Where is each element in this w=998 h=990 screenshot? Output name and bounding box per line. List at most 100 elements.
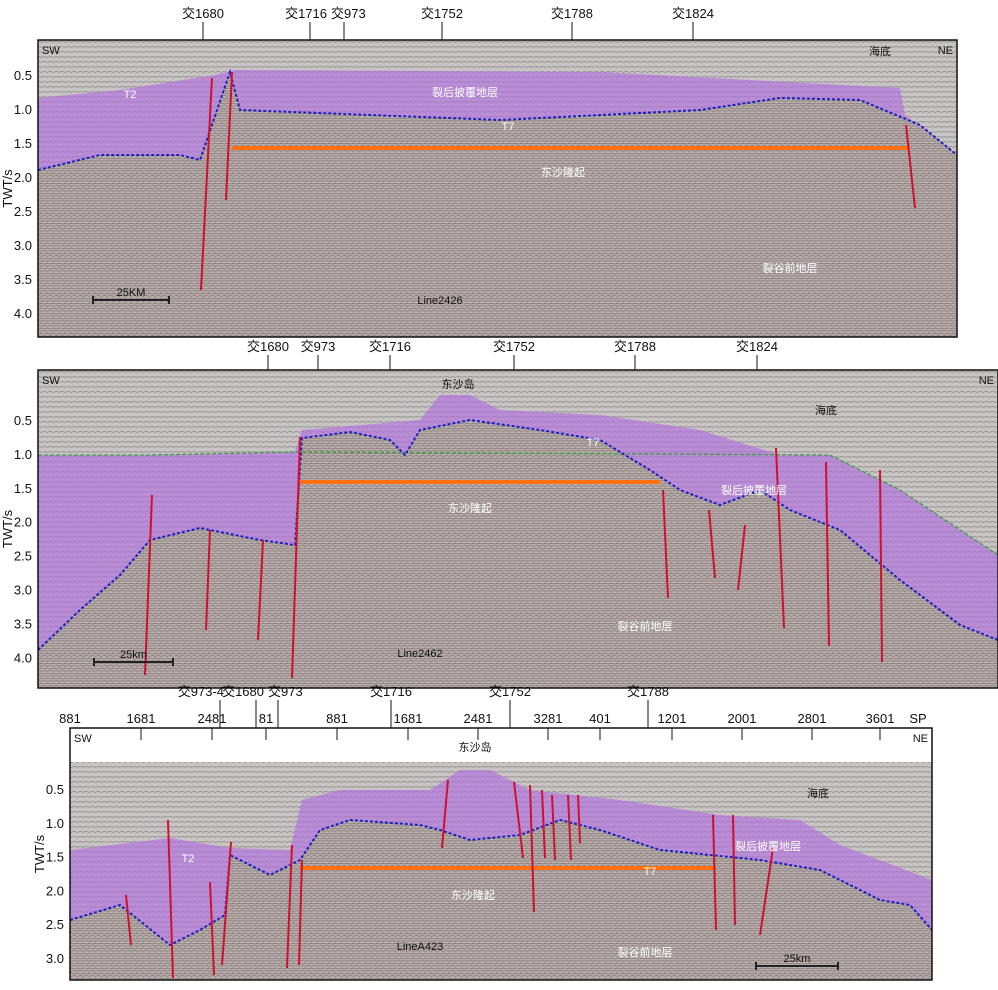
fault-line <box>905 124 916 209</box>
panel-line2462: 交1680 交973 交1716 交1752 交1788 交1824 0.5 1.0 1.5 2.… <box>0 339 998 689</box>
fault-line <box>441 779 449 849</box>
fault-line <box>225 71 233 201</box>
header-strip <box>70 728 932 762</box>
t7-horizon <box>69 818 933 947</box>
y-tick-label: 3.0 <box>46 951 64 966</box>
prerift-label: 裂谷前地层 <box>618 945 673 959</box>
sp-tick-label: 881 <box>326 711 348 726</box>
t7-horizon <box>37 68 958 171</box>
crossline-label: 交1680 <box>182 6 224 21</box>
y-tick-label: 1.5 <box>46 850 64 865</box>
sp-tick-label: 2481 <box>198 711 227 726</box>
uplift-label: 东沙隆起 <box>541 165 585 179</box>
sp-label: SP <box>909 711 926 726</box>
post-rift-drape-layer <box>38 70 957 170</box>
crossline-label: 交1680 <box>222 684 264 699</box>
y-tick-label: 2.0 <box>14 515 32 530</box>
fault-line <box>879 469 883 663</box>
fault-line <box>825 461 830 647</box>
prerift-label: 裂谷前地层 <box>618 619 673 633</box>
y-tick-label: 3.0 <box>14 238 32 253</box>
sp-tick-label: 1681 <box>127 711 156 726</box>
fault-line <box>286 844 293 969</box>
y-tick-label: 3.0 <box>14 583 32 598</box>
crossline-label: 交973 <box>331 6 366 21</box>
y-axis-title: TWT/s <box>0 169 15 208</box>
panel-line2426: 交1680 交1716 交973 交1752 交1788 交1824 0.5 1.0 1.5 2.… <box>0 6 958 338</box>
fault-line <box>167 819 174 979</box>
y-tick-label: 1.5 <box>14 481 32 496</box>
t2-label: T2 <box>124 89 137 101</box>
line-name-label: Line2462 <box>397 648 442 660</box>
sp-tick-label: 881 <box>59 711 81 726</box>
y-tick-label: 0.5 <box>14 68 32 83</box>
t7-horizon <box>37 418 998 651</box>
panel-frame <box>37 39 958 338</box>
drape-label: 裂后披覆地层 <box>432 85 498 99</box>
fault-line <box>541 789 546 859</box>
y-tick-label: 3.5 <box>14 272 32 287</box>
t7-label: T7 <box>502 121 515 133</box>
fault-line <box>551 794 556 861</box>
fault-line <box>221 841 232 966</box>
line-name-label: Line2426 <box>417 295 462 307</box>
y-tick-label: 4.0 <box>14 306 32 321</box>
ne-label: NE <box>938 45 953 57</box>
fault-line <box>775 447 785 629</box>
sw-label: SW <box>42 45 60 57</box>
fault-line <box>759 847 774 936</box>
ne-label: NE <box>979 375 994 387</box>
fault-line <box>662 489 669 599</box>
fault-line <box>209 881 215 976</box>
crossline-label: 交1752 <box>489 684 531 699</box>
prerift-label: 裂谷前地层 <box>763 261 818 275</box>
drape-label: 裂后披覆地层 <box>735 839 801 853</box>
y-tick-label: 1.0 <box>14 102 32 117</box>
post-rift-drape-layer <box>70 770 932 945</box>
scale-bar-label: 25km <box>120 649 147 661</box>
seafloor-label: 海底 <box>869 44 891 58</box>
pre-rift-basement <box>38 420 998 688</box>
fault-line <box>732 814 736 926</box>
sp-tick-label: 2001 <box>728 711 757 726</box>
seafloor-label: 海底 <box>807 786 829 800</box>
fault-line <box>708 509 716 579</box>
fault-line <box>712 814 717 931</box>
crossline-label: 交1788 <box>551 6 593 21</box>
y-tick-label: 1.0 <box>14 447 32 462</box>
crossline-label: 交973 <box>301 339 336 354</box>
sp-tick-label: 1201 <box>658 711 687 726</box>
fault-line <box>567 794 572 861</box>
pre-rift-basement <box>70 820 932 980</box>
crossline-label: 交1716 <box>370 684 412 699</box>
line-name-label: LineA423 <box>397 941 444 953</box>
fault-line <box>737 524 746 591</box>
y-tick-label: 1.0 <box>46 816 64 831</box>
drape-label: 裂后披覆地层 <box>721 483 787 497</box>
fault-line <box>205 529 211 631</box>
crossline-label: 交1788 <box>614 339 656 354</box>
fault-line <box>577 794 581 844</box>
panel-frame <box>37 369 998 689</box>
island-label: 东沙岛 <box>442 377 475 391</box>
sp-tick-label: 81 <box>259 711 273 726</box>
sw-label: SW <box>42 375 60 387</box>
crossline-label: 交1680 <box>247 339 289 354</box>
uplift-label: 东沙隆起 <box>451 888 495 902</box>
sw-label: SW <box>74 733 92 745</box>
seafloor-label: 海底 <box>815 403 837 417</box>
scale-bar-label: 25km <box>784 953 811 965</box>
y-tick-label: 2.5 <box>14 204 32 219</box>
y-tick-label: 2.0 <box>46 883 64 898</box>
sp-tick-label: 401 <box>589 711 611 726</box>
y-tick-label: 0.5 <box>14 413 32 428</box>
fault-line <box>200 77 213 291</box>
sp-tick-label: 2481 <box>464 711 493 726</box>
fault-line <box>291 436 301 679</box>
fault-line <box>257 539 264 641</box>
y-tick-label: 4.0 <box>14 650 32 665</box>
sp-tick-label: 3601 <box>866 711 895 726</box>
panel-frame <box>69 727 933 981</box>
crossline-label: 交973 <box>268 684 303 699</box>
pre-rift-basement <box>38 72 957 337</box>
